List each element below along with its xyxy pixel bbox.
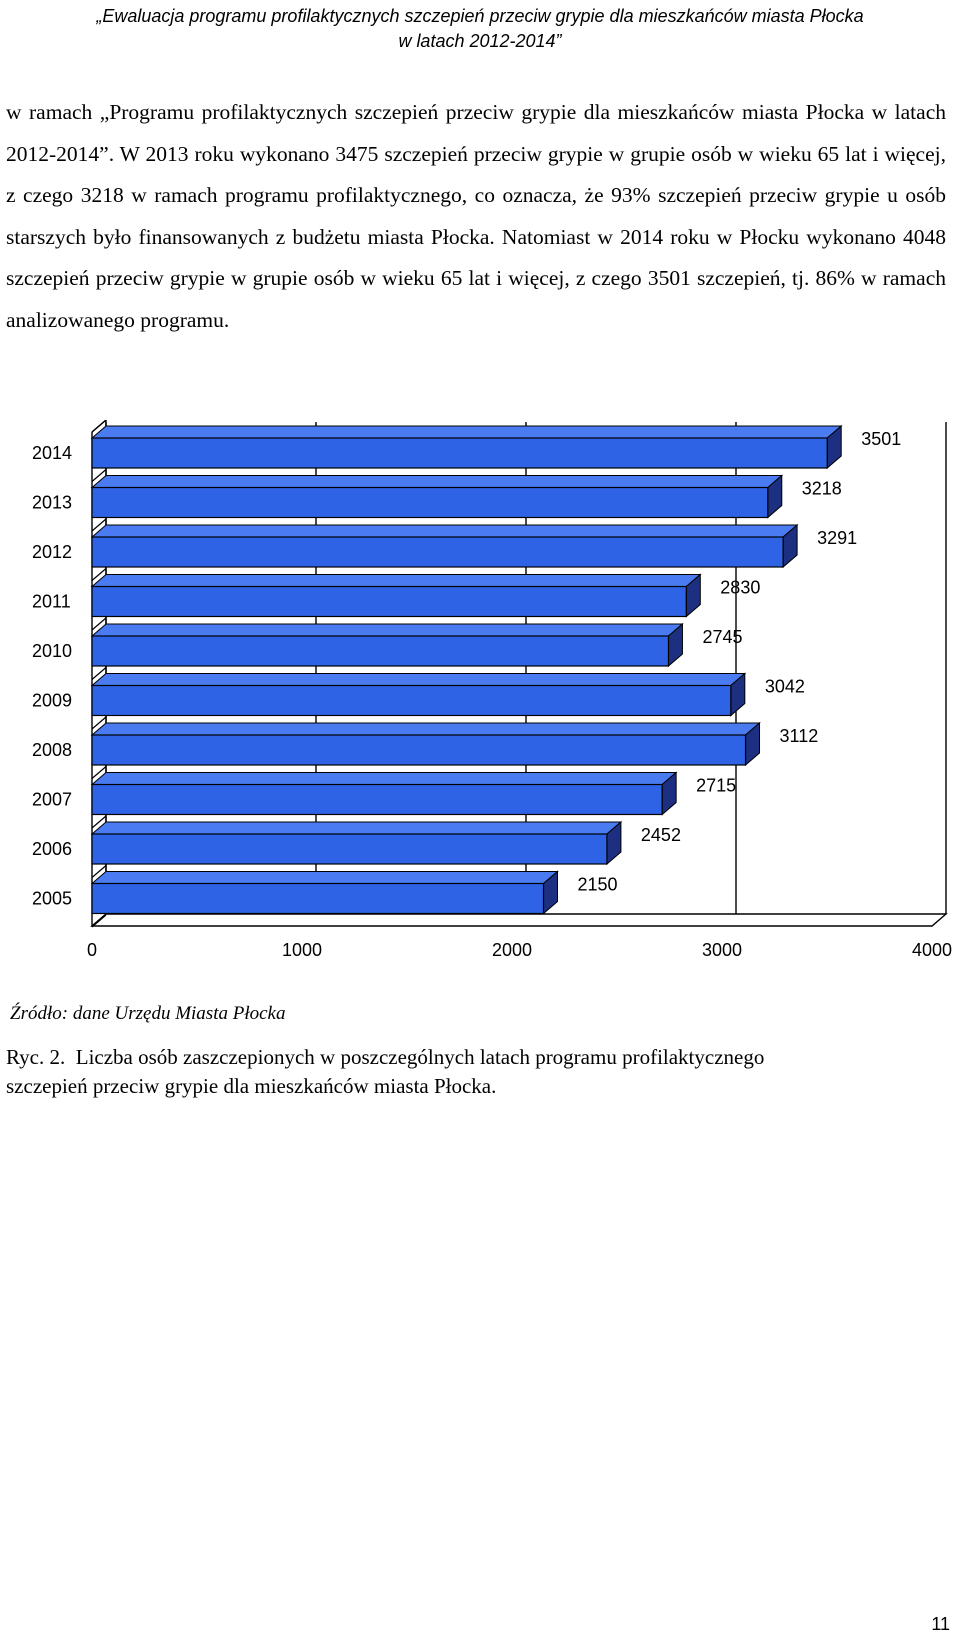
category-label: 2008	[32, 740, 72, 760]
bar-top-face	[90, 722, 761, 736]
figure-caption-line-2: szczepień przeciw grypie dla mieszkańców…	[6, 1074, 497, 1098]
data-label: 2150	[578, 875, 618, 895]
axis-tick	[91, 716, 107, 730]
category-label: 2014	[32, 443, 72, 463]
category-label: 2011	[32, 592, 71, 612]
bar-2011	[91, 585, 687, 618]
running-header-line-1: „Ewaluacja programu profilaktycznych szc…	[96, 6, 864, 26]
bar-top-face	[90, 475, 784, 488]
data-label: 2830	[720, 578, 760, 598]
running-header-line-2: w latach 2012-2014”	[398, 31, 562, 51]
axis-tick	[91, 766, 107, 779]
x-tick-label: 2000	[492, 940, 532, 960]
axis-tick	[91, 469, 107, 482]
data-label: 2452	[641, 825, 681, 845]
bar-2005	[91, 882, 545, 915]
bar-top-face	[90, 524, 799, 538]
category-label: 2006	[32, 839, 72, 859]
bar-top-face	[90, 623, 684, 637]
figure-caption-line-1: Ryc. 2. Liczba osób zaszczepionych w pos…	[6, 1045, 765, 1069]
bar-2012	[91, 536, 784, 568]
chart-labels: 2014 3501 2013 3218 2012 3291 2011 2830 2010 2745…	[32, 429, 952, 960]
data-label: 2745	[702, 627, 742, 647]
x-tick-label: 4000	[912, 940, 952, 960]
source-note: Źródło: dane Urzędu Miasta Płocka	[10, 1003, 286, 1024]
chart-bars	[90, 424, 843, 915]
bar-top-face	[90, 821, 623, 835]
category-label: 2005	[32, 889, 72, 909]
bar-2006	[91, 833, 608, 865]
x-tick-label: 3000	[702, 940, 742, 960]
axis-tick	[91, 865, 107, 878]
bar-top-face	[90, 574, 702, 587]
axis-tick	[91, 914, 107, 928]
data-label: 3112	[780, 726, 819, 746]
axis-tick	[91, 518, 107, 532]
data-label: 3218	[802, 479, 842, 499]
bar-2007	[91, 783, 663, 816]
axis-tick	[91, 617, 107, 631]
category-label: 2010	[32, 641, 72, 661]
figure-caption: Ryc. 2. Liczba osób zaszczepionych w pos…	[6, 1043, 946, 1101]
running-header: „Ewaluacja programu profilaktycznych szc…	[0, 4, 960, 54]
axis-tick	[91, 420, 107, 433]
axis-tick	[91, 667, 107, 680]
bar-top-face	[90, 871, 559, 884]
axis-tick	[91, 568, 107, 581]
bar-top-face	[90, 772, 678, 785]
bar-2013	[91, 486, 769, 519]
category-label: 2007	[32, 790, 72, 810]
data-label: 3501	[861, 429, 901, 449]
category-label: 2013	[32, 493, 72, 513]
axis-tick	[91, 815, 107, 829]
data-label: 3042	[765, 677, 805, 697]
bar-2008	[91, 734, 747, 766]
bar-2009	[91, 684, 732, 717]
bar-top-face	[90, 673, 747, 686]
bar-2010	[91, 635, 670, 667]
bar-top-face	[90, 425, 843, 439]
data-label: 3291	[817, 528, 857, 548]
data-label: 2715	[696, 776, 736, 796]
bar-2014	[91, 437, 828, 469]
category-label: 2012	[32, 542, 72, 562]
x-tick-label: 0	[87, 940, 97, 960]
page-number: 11	[931, 1614, 950, 1634]
body-paragraph: w ramach „Programu profilaktycznych szcz…	[6, 100, 946, 332]
chart-floor	[90, 913, 948, 927]
category-label: 2009	[32, 691, 72, 711]
x-tick-label: 1000	[282, 940, 322, 960]
vaccination-bar-chart: 2014 3501 2013 3218 2012 3291 2011 2830 2010 2745…	[32, 420, 952, 960]
